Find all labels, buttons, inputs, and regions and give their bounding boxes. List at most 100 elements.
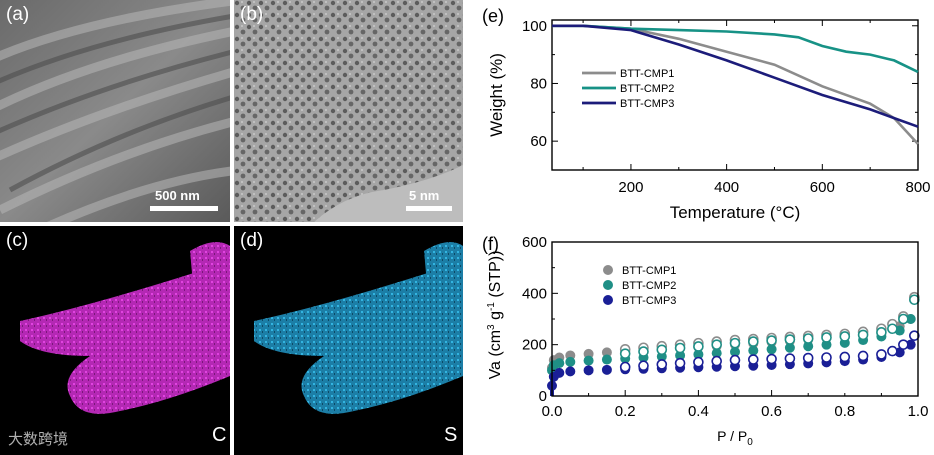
legend-marker bbox=[603, 280, 613, 290]
series-line-btt-cmp2 bbox=[552, 24, 919, 74]
desorption-point-btt-cmp3 bbox=[693, 356, 704, 368]
adsorption-point-btt-cmp3 bbox=[583, 365, 594, 376]
desorption-point-btt-cmp2 bbox=[876, 327, 887, 338]
adsorption-point-btt-cmp2 bbox=[803, 341, 814, 352]
desorption-point-btt-cmp2 bbox=[747, 336, 759, 347]
desorption-point-btt-cmp2 bbox=[638, 346, 649, 357]
x-tick-label: 0.0 bbox=[542, 403, 563, 420]
adsorption-point-btt-cmp2 bbox=[583, 355, 594, 366]
desorption-point-btt-cmp2 bbox=[909, 294, 920, 306]
scale-bar-b bbox=[406, 206, 452, 211]
element-label-d: S bbox=[444, 424, 458, 446]
carbon-elemental-map bbox=[20, 242, 230, 414]
desorption-point-btt-cmp2 bbox=[656, 344, 668, 356]
adsorption-point-btt-cmp3 bbox=[905, 339, 916, 350]
y-tick-label: 100 bbox=[522, 18, 547, 35]
legend-label: BTT-CMP3 bbox=[620, 98, 674, 110]
x-tick-label: 200 bbox=[618, 179, 643, 196]
legend-label: BTT-CMP2 bbox=[620, 83, 674, 95]
adsorption-point-btt-cmp3 bbox=[565, 366, 576, 377]
legend-label: BTT-CMP3 bbox=[622, 295, 676, 307]
adsorption-point-btt-cmp2 bbox=[711, 348, 722, 359]
x-tick-label: 0.2 bbox=[615, 403, 636, 420]
chart-e-tga: (e) 200 400 600 800 60 80 100 Temperature (°C) We… bbox=[482, 6, 931, 222]
desorption-point-btt-cmp3 bbox=[729, 354, 741, 366]
panel-label-d: (d) bbox=[240, 230, 264, 251]
x-tick-label: 0.8 bbox=[834, 403, 855, 420]
desorption-point-btt-cmp2 bbox=[839, 331, 851, 342]
desorption-point-btt-cmp3 bbox=[747, 354, 759, 365]
adsorption-point-btt-cmp2 bbox=[821, 339, 832, 350]
desorption-point-btt-cmp2 bbox=[729, 337, 741, 349]
desorption-point-btt-cmp2 bbox=[693, 341, 704, 352]
desorption-point-btt-cmp3 bbox=[857, 350, 869, 362]
y-tick-label: 80 bbox=[530, 75, 547, 92]
adsorption-point-btt-cmp2 bbox=[565, 356, 576, 367]
panel-b-tem-image: (b) 5 nm bbox=[234, 0, 463, 222]
series-line-btt-cmp1 bbox=[552, 24, 919, 145]
adsorption-point-btt-cmp2 bbox=[784, 342, 795, 353]
legend-label: BTT-CMP1 bbox=[622, 265, 676, 277]
panel-label-e: (e) bbox=[482, 6, 504, 26]
desorption-point-btt-cmp2 bbox=[898, 313, 909, 325]
adsorption-point-btt-cmp1 bbox=[601, 347, 612, 358]
adsorption-point-btt-cmp2 bbox=[675, 350, 686, 361]
x-axis-label: Temperature (°C) bbox=[670, 203, 801, 222]
desorption-point-btt-cmp2 bbox=[766, 335, 777, 346]
y-axis-label: Va (cm3 g-1 (STP)) bbox=[486, 251, 504, 380]
legend-marker bbox=[603, 295, 613, 305]
desorption-point-btt-cmp3 bbox=[839, 351, 851, 363]
adsorption-point-btt-cmp2 bbox=[905, 314, 916, 324]
desorption-point-btt-cmp3 bbox=[802, 352, 814, 364]
desorption-point-btt-cmp3 bbox=[876, 349, 887, 360]
adsorption-point-btt-cmp2 bbox=[554, 358, 565, 369]
y-tick-label: 400 bbox=[522, 285, 547, 302]
element-label-c: C bbox=[212, 424, 227, 446]
y-tick-label: 600 bbox=[522, 234, 547, 251]
panel-c-carbon-map: (c) C 大数跨境 bbox=[0, 226, 230, 455]
sem-micrograph bbox=[0, 0, 230, 222]
x-tick-label: 600 bbox=[810, 179, 835, 196]
x-tick-label: 1.0 bbox=[908, 403, 929, 420]
legend-label: BTT-CMP1 bbox=[620, 68, 674, 80]
desorption-point-btt-cmp2 bbox=[711, 339, 722, 350]
legend-marker bbox=[603, 265, 613, 275]
desorption-point-btt-cmp2 bbox=[857, 329, 869, 341]
series-line-btt-cmp3 bbox=[552, 24, 919, 128]
x-tick-label: 0.6 bbox=[761, 403, 782, 420]
y-tick-label: 200 bbox=[522, 337, 547, 354]
desorption-point-btt-cmp3 bbox=[821, 352, 832, 363]
tem-micrograph bbox=[234, 0, 463, 222]
scale-bar-label-b: 5 nm bbox=[409, 188, 440, 203]
scale-bar-a bbox=[150, 206, 218, 211]
desorption-point-btt-cmp3 bbox=[887, 345, 898, 357]
chart-f-isotherm: (f) 0.0 0.2 0.4 0.6 0.8 1.0 0 200 400 600 P / P0 Va … bbox=[482, 234, 929, 448]
desorption-point-btt-cmp2 bbox=[619, 348, 631, 359]
x-tick-label: 800 bbox=[905, 179, 930, 196]
y-tick-label: 0 bbox=[539, 388, 547, 405]
y-axis-label: Weight (%) bbox=[487, 53, 506, 137]
desorption-point-btt-cmp3 bbox=[909, 330, 920, 341]
legend-label: BTT-CMP2 bbox=[622, 280, 676, 292]
adsorption-point-btt-cmp2 bbox=[693, 349, 704, 360]
scale-bar-label-a: 500 nm bbox=[155, 188, 200, 203]
adsorption-point-btt-cmp2 bbox=[601, 354, 612, 365]
desorption-point-btt-cmp3 bbox=[619, 361, 631, 373]
panel-d-sulfur-map: (d) S bbox=[234, 226, 463, 455]
desorption-point-btt-cmp3 bbox=[784, 353, 796, 364]
panel-label-f: (f) bbox=[482, 234, 499, 254]
desorption-point-btt-cmp2 bbox=[802, 333, 814, 344]
desorption-point-btt-cmp3 bbox=[711, 355, 722, 367]
desorption-point-btt-cmp3 bbox=[674, 357, 686, 369]
x-tick-label: 400 bbox=[714, 179, 739, 196]
adsorption-point-btt-cmp2 bbox=[748, 345, 759, 356]
y-tick-label: 60 bbox=[530, 133, 547, 150]
desorption-point-btt-cmp2 bbox=[784, 334, 796, 345]
desorption-point-btt-cmp2 bbox=[674, 342, 686, 354]
x-tick-label: 0.4 bbox=[688, 403, 709, 420]
desorption-point-btt-cmp3 bbox=[766, 353, 777, 365]
desorption-point-btt-cmp3 bbox=[656, 359, 668, 370]
adsorption-point-btt-cmp3 bbox=[601, 364, 612, 375]
adsorption-point-btt-cmp3 bbox=[554, 367, 565, 378]
panel-label-c: (c) bbox=[6, 230, 29, 251]
